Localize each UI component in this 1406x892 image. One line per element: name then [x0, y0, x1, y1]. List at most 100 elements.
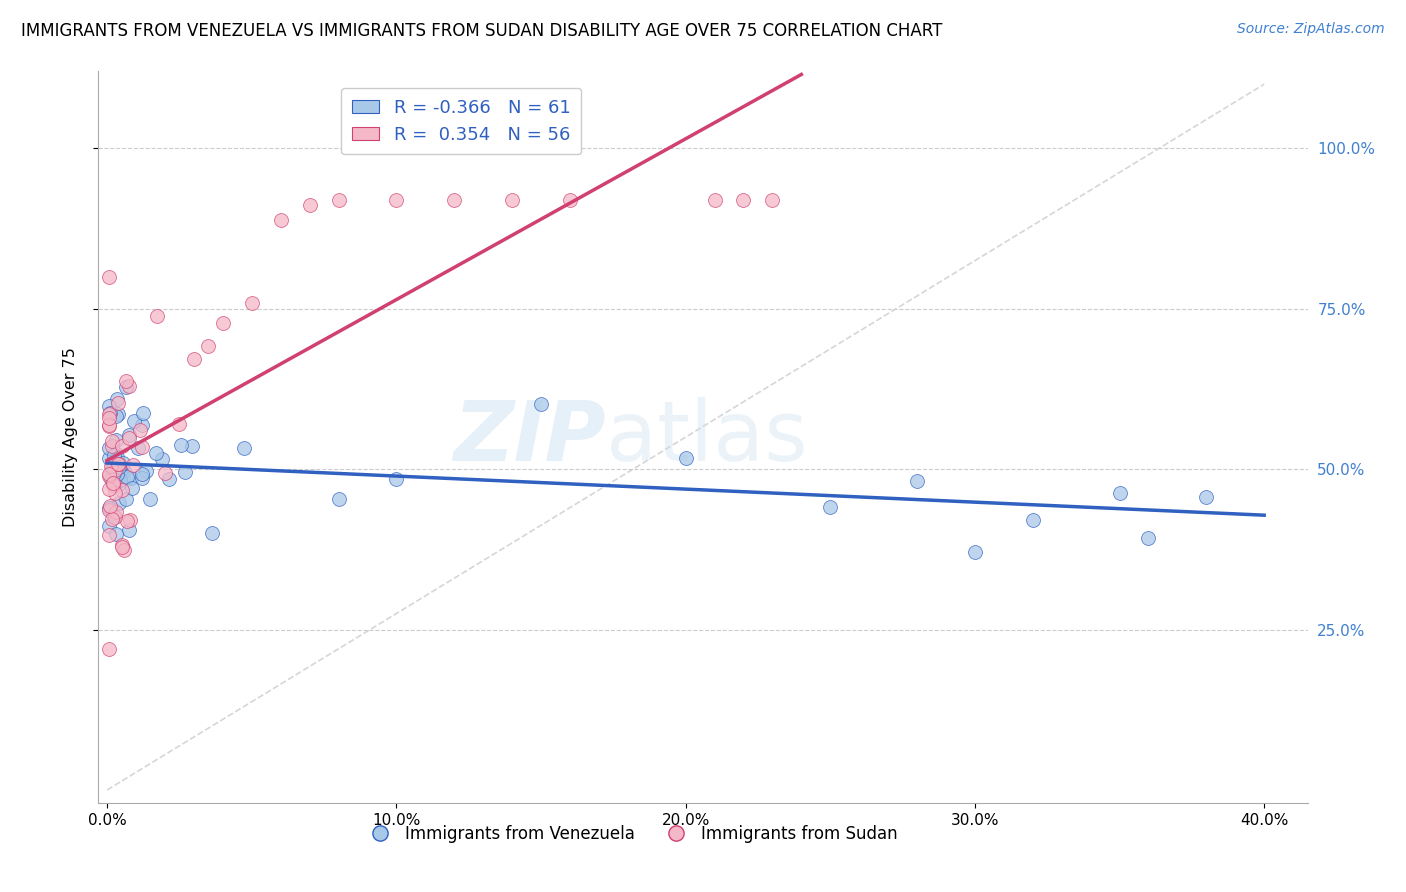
Point [104, 526, 127, 541]
Point [118, 524, 141, 538]
Text: ZIP: ZIP [454, 397, 606, 477]
Point [97, 450, 120, 465]
Y-axis label: Disability Age Over 75: Disability Age Over 75 [63, 347, 77, 527]
Point [98, 499, 121, 513]
Point [122, 458, 145, 473]
Point [98, 500, 121, 515]
Point [1108, 485, 1130, 500]
Point [115, 469, 138, 483]
Point [110, 439, 132, 453]
Point [100, 472, 122, 486]
Point [103, 477, 125, 491]
Point [97, 503, 120, 517]
Point [107, 459, 129, 474]
Point [146, 309, 169, 323]
Point [98, 482, 121, 496]
Point [97, 442, 120, 456]
Point [145, 446, 167, 460]
Point [114, 375, 136, 389]
Point [97, 418, 120, 433]
Point [115, 514, 138, 528]
Point [443, 193, 465, 207]
Point [104, 463, 127, 477]
Point [112, 456, 135, 470]
Point [101, 439, 124, 453]
Point [118, 431, 141, 445]
Point [101, 462, 124, 476]
Point [197, 339, 219, 353]
Point [131, 406, 153, 420]
Point [1195, 490, 1218, 504]
Point [118, 428, 141, 442]
Point [385, 473, 408, 487]
Point [120, 471, 142, 485]
Point [733, 193, 755, 207]
Point [1022, 512, 1045, 526]
Point [135, 464, 157, 478]
Text: atlas: atlas [606, 397, 808, 477]
Point [112, 464, 135, 478]
Point [1137, 531, 1160, 545]
Point [107, 396, 129, 410]
Point [105, 467, 128, 481]
Point [97, 399, 120, 413]
Point [131, 418, 153, 433]
Point [139, 492, 162, 507]
Point [131, 471, 153, 485]
Point [104, 446, 127, 460]
Point [111, 483, 134, 498]
Point [100, 456, 122, 470]
Point [107, 458, 129, 472]
Point [104, 509, 127, 524]
Point [233, 441, 256, 455]
Point [169, 438, 191, 452]
Point [118, 378, 141, 392]
Point [963, 544, 986, 558]
Point [105, 409, 128, 423]
Point [103, 466, 125, 480]
Point [114, 380, 136, 394]
Point [131, 441, 153, 455]
Text: Source: ZipAtlas.com: Source: ZipAtlas.com [1237, 22, 1385, 37]
Point [105, 450, 128, 465]
Point [153, 467, 176, 481]
Text: IMMIGRANTS FROM VENEZUELA VS IMMIGRANTS FROM SUDAN DISABILITY AGE OVER 75 CORREL: IMMIGRANTS FROM VENEZUELA VS IMMIGRANTS … [21, 22, 942, 40]
Point [97, 519, 120, 533]
Point [97, 641, 120, 656]
Point [100, 434, 122, 449]
Point [105, 392, 128, 406]
Point [103, 509, 125, 524]
Point [169, 417, 191, 431]
Point [97, 528, 120, 542]
Point [211, 316, 233, 330]
Point [905, 474, 928, 488]
Point [240, 295, 263, 310]
Point [110, 473, 132, 487]
Point [558, 193, 581, 207]
Point [111, 538, 134, 552]
Point [107, 457, 129, 471]
Point [118, 513, 141, 527]
Point [104, 486, 127, 500]
Point [107, 496, 129, 510]
Point [129, 423, 152, 437]
Point [107, 407, 129, 421]
Point [298, 198, 321, 212]
Point [101, 512, 124, 526]
Point [98, 467, 121, 481]
Point [501, 193, 523, 207]
Point [328, 193, 350, 207]
Point [530, 396, 553, 410]
Point [103, 448, 125, 462]
Point [270, 213, 292, 227]
Point [97, 417, 120, 432]
Point [385, 193, 408, 207]
Point [703, 193, 725, 207]
Point [122, 414, 145, 428]
Point [180, 439, 202, 453]
Point [101, 475, 124, 490]
Point [105, 434, 128, 448]
Point [127, 441, 149, 455]
Legend: Immigrants from Venezuela, Immigrants from Sudan: Immigrants from Venezuela, Immigrants fr… [356, 818, 904, 849]
Point [150, 451, 173, 466]
